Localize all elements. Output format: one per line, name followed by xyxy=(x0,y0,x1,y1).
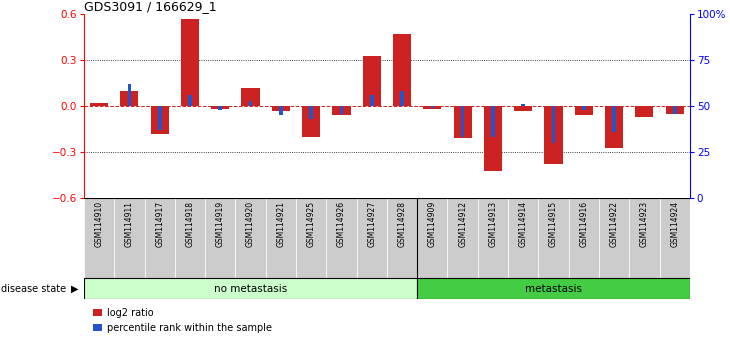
Bar xyxy=(363,56,381,106)
Text: GSM114920: GSM114920 xyxy=(246,201,255,247)
Text: no metastasis: no metastasis xyxy=(214,284,287,293)
Bar xyxy=(387,198,418,278)
Bar xyxy=(266,198,296,278)
Bar xyxy=(302,106,320,137)
Text: GSM114914: GSM114914 xyxy=(519,201,528,247)
Text: disease state: disease state xyxy=(1,284,66,293)
Text: GSM114918: GSM114918 xyxy=(185,201,194,247)
Bar xyxy=(569,198,599,278)
Text: GSM114924: GSM114924 xyxy=(670,201,679,247)
Bar xyxy=(272,106,290,111)
Text: GSM114911: GSM114911 xyxy=(125,201,134,247)
Bar xyxy=(242,88,260,106)
Text: GSM114916: GSM114916 xyxy=(580,201,588,247)
Bar xyxy=(393,34,411,106)
Bar xyxy=(296,198,326,278)
Bar xyxy=(538,198,569,278)
Bar xyxy=(447,198,477,278)
Text: GSM114922: GSM114922 xyxy=(610,201,618,247)
Bar xyxy=(128,84,131,106)
Text: GSM114928: GSM114928 xyxy=(398,201,407,247)
Text: GSM114915: GSM114915 xyxy=(549,201,558,247)
Bar xyxy=(174,198,205,278)
Bar xyxy=(145,198,174,278)
Bar xyxy=(211,106,229,109)
Bar xyxy=(120,91,139,106)
Bar xyxy=(279,106,283,115)
Bar xyxy=(218,106,222,110)
Text: GSM114912: GSM114912 xyxy=(458,201,467,247)
Bar xyxy=(659,198,690,278)
Bar xyxy=(326,198,356,278)
Bar xyxy=(423,106,442,109)
Bar xyxy=(205,198,235,278)
Text: GSM114927: GSM114927 xyxy=(367,201,376,247)
Text: GSM114917: GSM114917 xyxy=(155,201,164,247)
Bar xyxy=(417,198,447,278)
Bar xyxy=(484,106,502,171)
Bar xyxy=(417,278,690,299)
Bar xyxy=(552,106,556,143)
Bar xyxy=(84,198,114,278)
Bar xyxy=(114,198,145,278)
Text: GSM114919: GSM114919 xyxy=(216,201,225,247)
Text: GSM114923: GSM114923 xyxy=(640,201,649,247)
Text: GSM114910: GSM114910 xyxy=(95,201,104,247)
Bar xyxy=(356,198,387,278)
Bar xyxy=(400,91,404,106)
Bar xyxy=(477,198,508,278)
Bar xyxy=(431,106,434,108)
Bar xyxy=(332,106,350,115)
Bar xyxy=(249,101,253,106)
Bar xyxy=(582,106,585,110)
Bar xyxy=(575,106,593,115)
Bar xyxy=(612,106,616,132)
Bar xyxy=(188,95,192,106)
Bar xyxy=(508,198,538,278)
Bar xyxy=(599,198,629,278)
Text: GSM114925: GSM114925 xyxy=(307,201,315,247)
Bar xyxy=(235,198,266,278)
Bar xyxy=(461,106,464,137)
Bar xyxy=(181,19,199,106)
Bar xyxy=(673,106,677,114)
Text: GSM114921: GSM114921 xyxy=(277,201,285,247)
Bar xyxy=(491,106,495,137)
Bar xyxy=(635,106,653,117)
Text: GSM114913: GSM114913 xyxy=(488,201,497,247)
Bar xyxy=(370,95,374,106)
Bar xyxy=(310,106,313,119)
Text: ▶: ▶ xyxy=(71,284,78,293)
Bar xyxy=(666,106,684,114)
Text: GDS3091 / 166629_1: GDS3091 / 166629_1 xyxy=(84,0,217,13)
Text: GSM114909: GSM114909 xyxy=(428,201,437,247)
Bar xyxy=(84,278,417,299)
Bar xyxy=(521,104,525,106)
Bar xyxy=(514,106,532,111)
Bar xyxy=(90,103,108,106)
Bar xyxy=(545,106,563,165)
Bar xyxy=(629,198,659,278)
Text: GSM114926: GSM114926 xyxy=(337,201,346,247)
Bar xyxy=(605,106,623,148)
Bar xyxy=(453,106,472,138)
Bar xyxy=(339,106,343,114)
Bar xyxy=(158,106,161,130)
Legend: log2 ratio, percentile rank within the sample: log2 ratio, percentile rank within the s… xyxy=(89,304,276,337)
Text: metastasis: metastasis xyxy=(525,284,582,293)
Bar xyxy=(150,106,169,134)
